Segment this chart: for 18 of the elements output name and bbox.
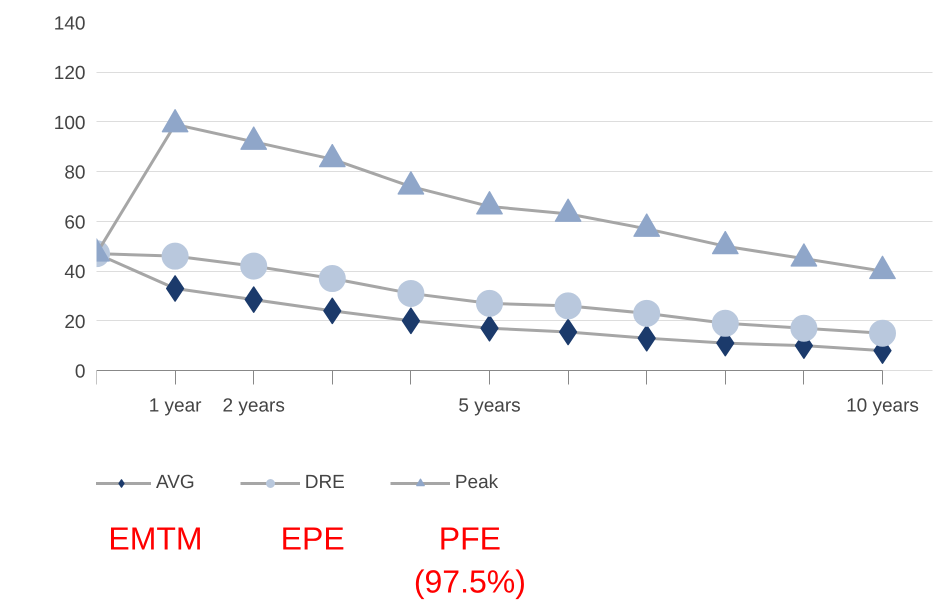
y-tick-label: 140 [54, 14, 86, 34]
text: EMTM [108, 520, 203, 556]
y-tick-label: 0 [74, 362, 86, 382]
y-tick-label: 100 [54, 112, 86, 134]
y-tick-label: 80 [64, 162, 86, 184]
legend-label: AVG [156, 472, 195, 494]
legend-label: DRE [304, 472, 345, 494]
text: PFE (97.5%) [414, 520, 526, 600]
text: EPE [280, 520, 345, 556]
x-tick-label: 2 years [222, 396, 285, 416]
y-tick-label: 40 [64, 262, 86, 284]
x-tick-label: 5 years [458, 396, 521, 416]
y-tick-label: 60 [64, 212, 86, 234]
x-tick-label: 10 years [846, 396, 919, 416]
y-tick-label: 120 [54, 63, 86, 84]
x-tick-label: 1 year [148, 396, 202, 416]
legend-label: Peak [454, 472, 498, 494]
y-tick-label: 20 [64, 312, 86, 333]
